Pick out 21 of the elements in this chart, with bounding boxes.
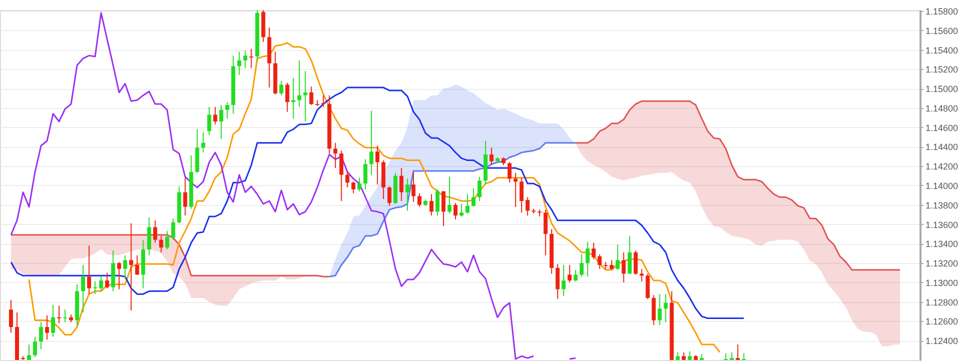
y-tick-label: 1.13800 — [926, 200, 958, 210]
y-tick-label: 1.14600 — [926, 122, 958, 133]
y-tick-label: 1.15400 — [926, 45, 958, 56]
y-tick-label: 1.13400 — [926, 239, 958, 250]
y-tick-label: 1.15800 — [926, 6, 958, 16]
y-tick-label: 1.15600 — [926, 26, 958, 36]
y-tick-label: 1.14200 — [926, 162, 958, 172]
y-tick-label: 1.12600 — [926, 316, 958, 327]
y-tick-label: 1.13600 — [926, 220, 958, 230]
y-tick-label: 1.13000 — [926, 278, 958, 288]
y-tick-label: 1.12400 — [926, 336, 958, 346]
line-series — [28, 42, 721, 353]
line-series — [328, 142, 576, 278]
y-tick-label: 1.12800 — [926, 297, 958, 308]
line-series — [10, 86, 745, 320]
y-tick-label: 1.14400 — [926, 142, 958, 152]
y-tick-label: 1.14000 — [926, 180, 958, 191]
y-tick-label: 1.14800 — [926, 103, 958, 114]
y-tick-label: 1.15000 — [926, 84, 958, 94]
y-tick-label: 1.13200 — [926, 258, 958, 269]
y-tick-label: 1.15200 — [926, 64, 958, 75]
